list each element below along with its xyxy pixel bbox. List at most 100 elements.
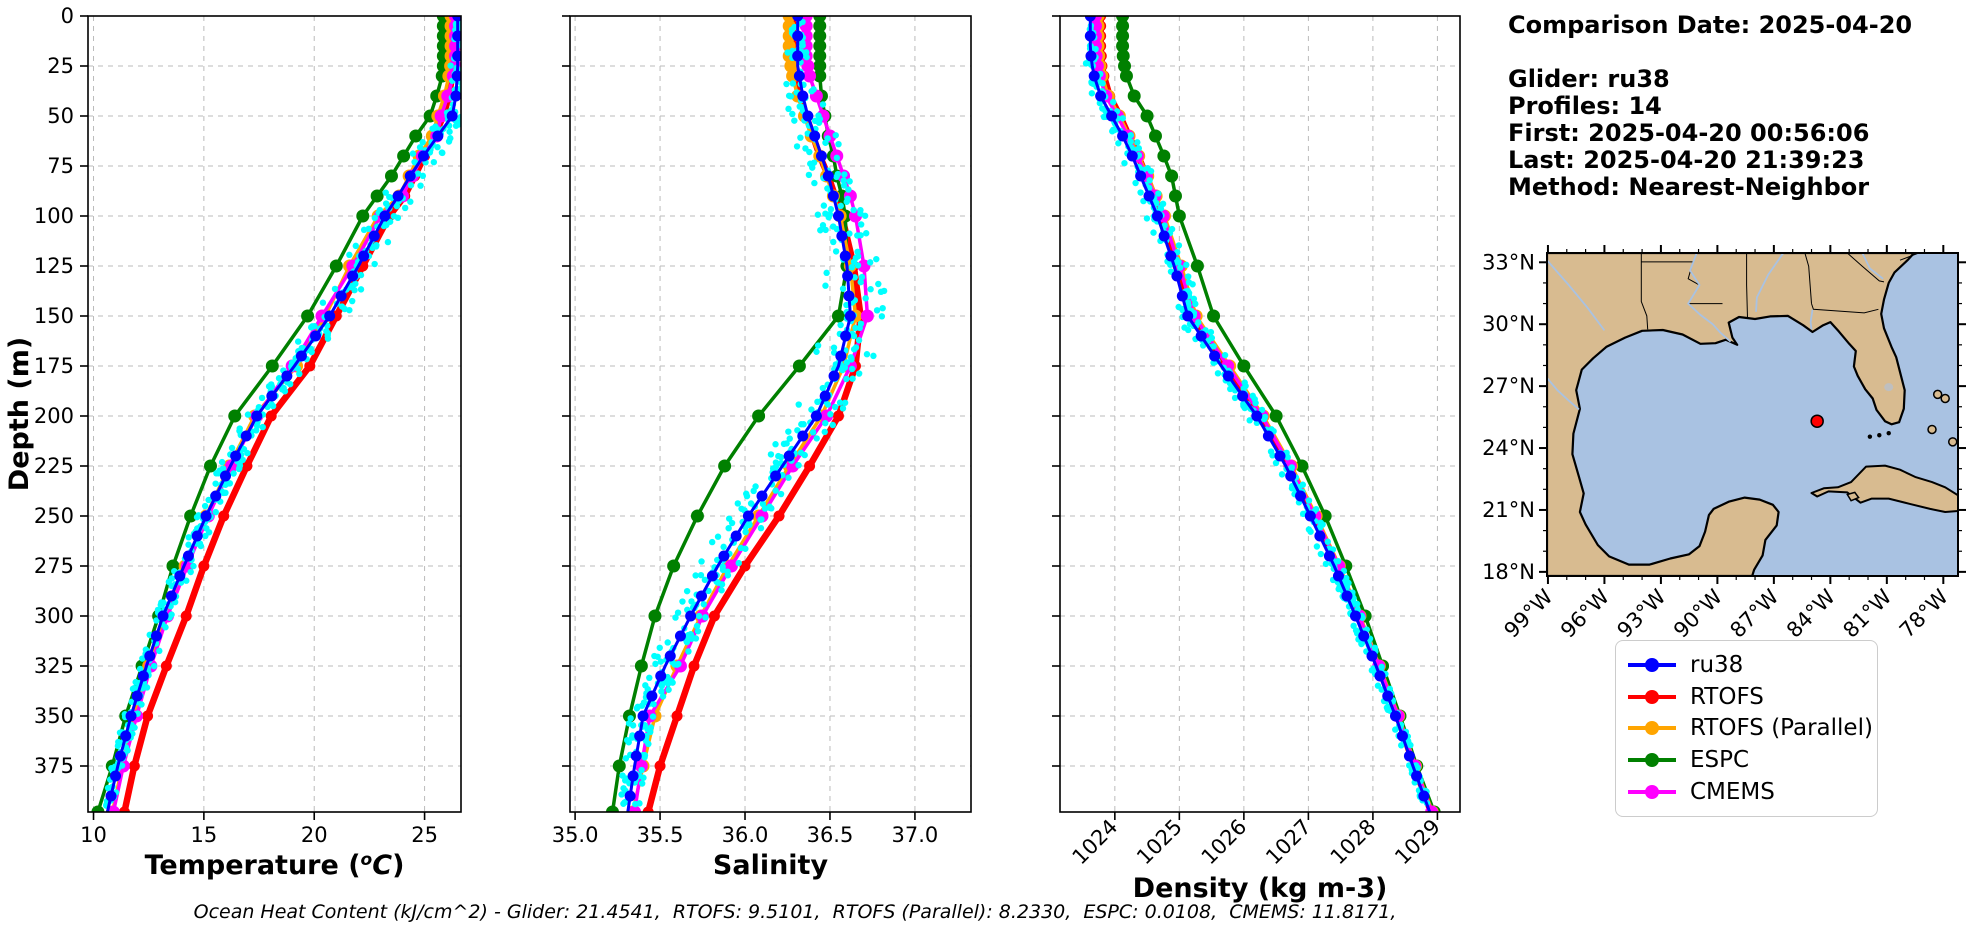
glider-name-text: Glider: ru38 <box>1508 65 1670 93</box>
svg-text:175: 175 <box>34 354 74 378</box>
svg-text:300: 300 <box>34 604 74 628</box>
svg-text:15: 15 <box>191 823 218 847</box>
legend: ru38 RTOFS RTOFS (Parallel) ESPC CMEMS <box>1615 640 1878 817</box>
map-river <box>1547 259 1606 331</box>
map-florida-keys <box>1877 433 1882 438</box>
temperature-plot-area <box>91 16 461 812</box>
temperature-axes-frame <box>87 15 462 813</box>
RTOFS (Parallel)-markers <box>106 16 458 812</box>
legend-label: RTOFS <box>1690 683 1764 710</box>
salinity-grid <box>570 15 971 812</box>
legend-label: CMEMS <box>1690 779 1775 806</box>
svg-text:200: 200 <box>34 404 74 428</box>
salinity-plot-area <box>605 16 888 812</box>
svg-text:35.5: 35.5 <box>637 823 684 847</box>
svg-text:0: 0 <box>61 4 74 28</box>
CMEMS-line <box>111 16 458 812</box>
svg-text:275: 275 <box>34 554 74 578</box>
map-panel: 33°N 30°N 27°N 24°N 21°N 18°N99°W96°W93°W90°W… <box>1482 245 1966 643</box>
salinity-axes-frame <box>569 15 972 813</box>
legend-line-marker-icon <box>1628 753 1676 768</box>
svg-text:33°N: 33°N <box>1482 250 1535 274</box>
legend-item-rtofs-parallel: RTOFS (Parallel) <box>1626 715 1873 741</box>
svg-text:50: 50 <box>47 104 74 128</box>
last-profile-time-text: Last: 2025-04-20 21:39:23 <box>1508 146 1865 174</box>
map-isla-juventud <box>1846 491 1860 502</box>
map-state-border <box>1804 253 1812 304</box>
svg-text:150: 150 <box>34 304 74 328</box>
map-ticks <box>1539 245 1966 584</box>
svg-text:250: 250 <box>34 504 74 528</box>
salinity-panel: 35.0 35.5 36.0 36.5 37.0 Salinity <box>552 15 972 881</box>
svg-text:37.0: 37.0 <box>892 823 939 847</box>
legend-line-marker-icon <box>1628 721 1676 736</box>
svg-text:1026: 1026 <box>1197 815 1252 870</box>
density-axis-label: Density (kg m-3) <box>1133 873 1388 904</box>
map-geography <box>1547 253 1958 576</box>
legend-item-rtofs: RTOFS <box>1626 684 1873 710</box>
svg-text:20: 20 <box>301 823 328 847</box>
svg-text:78°W: 78°W <box>1895 584 1953 642</box>
map-florida-keys <box>1867 434 1873 439</box>
density-panel: 1024 1025 1026 1027 1028 1029 Density (kg m-3) <box>1052 15 1461 904</box>
salinity-y-ticks <box>562 15 570 767</box>
map-frame <box>1546 252 1959 577</box>
svg-text:84°W: 84°W <box>1782 584 1840 642</box>
temperature-axis-label: Temperature (oC) <box>145 850 405 881</box>
header-spacer <box>1508 39 1912 66</box>
svg-text:325: 325 <box>34 654 74 678</box>
map-island <box>1947 437 1958 447</box>
density-grid <box>1060 15 1460 812</box>
svg-text:125: 125 <box>34 254 74 278</box>
map-river <box>1861 253 1884 280</box>
legend-line-marker-icon <box>1628 689 1676 704</box>
svg-text:25: 25 <box>47 54 74 78</box>
CMEMS-markers <box>106 16 461 812</box>
legend-item-ru38: ru38 <box>1626 652 1873 678</box>
svg-text:225: 225 <box>34 454 74 478</box>
temperature-y-ticks: 0 25 50 75 100 125 150 175 200 225 250 275 300 325 350… <box>34 4 88 778</box>
map-mainland <box>1547 253 1916 576</box>
legend-label: ESPC <box>1690 747 1750 774</box>
legend-line-marker-icon <box>1628 785 1676 800</box>
svg-text:1025: 1025 <box>1132 815 1187 870</box>
svg-text:1029: 1029 <box>1390 815 1445 870</box>
legend-label: RTOFS (Parallel) <box>1690 715 1873 742</box>
salinity-axis-label: Salinity <box>713 850 829 881</box>
svg-text:24°N: 24°N <box>1482 436 1535 460</box>
svg-text:100: 100 <box>34 204 74 228</box>
profiles-count-text: Profiles: 14 <box>1508 92 1662 120</box>
ru38-line <box>105 16 460 812</box>
legend-item-espc: ESPC <box>1626 747 1873 773</box>
comparison-date-text: Comparison Date: 2025-04-20 <box>1508 11 1913 39</box>
map-island <box>1927 424 1937 435</box>
map-florida-keys <box>1886 430 1891 436</box>
legend-item-cmems: CMEMS <box>1626 779 1873 805</box>
svg-text:81°W: 81°W <box>1838 584 1896 642</box>
legend-line-marker-icon <box>1628 657 1676 672</box>
svg-text:90°W: 90°W <box>1669 584 1727 642</box>
RTOFS-line <box>121 16 457 812</box>
svg-text:30°N: 30°N <box>1482 312 1535 336</box>
svg-text:1027: 1027 <box>1261 815 1316 870</box>
density-y-ticks <box>1052 15 1060 767</box>
map-lake-okeechobee <box>1884 383 1894 392</box>
ru38-markers <box>1084 16 1430 802</box>
svg-text:96°W: 96°W <box>1556 584 1614 642</box>
svg-text:27°N: 27°N <box>1482 374 1535 398</box>
map-river <box>1755 253 1785 312</box>
svg-text:99°W: 99°W <box>1499 584 1557 642</box>
ru38-markers <box>105 16 461 802</box>
density-x-ticks: 1024 1025 1026 1027 1028 1029 <box>1068 812 1445 869</box>
map-state-border <box>1899 253 1919 261</box>
temperature-panel: 10 15 20 2502550751001251501752002252502753… <box>34 4 462 881</box>
depth-axis-label: Depth (m) <box>4 337 35 491</box>
method-text: Method: Nearest-Neighbor <box>1508 173 1870 201</box>
svg-text:1028: 1028 <box>1326 815 1381 870</box>
map-state-border <box>1846 253 1885 283</box>
RTOFS-markers <box>118 16 459 812</box>
svg-text:93°W: 93°W <box>1612 584 1670 642</box>
svg-text:87°W: 87°W <box>1725 584 1783 642</box>
